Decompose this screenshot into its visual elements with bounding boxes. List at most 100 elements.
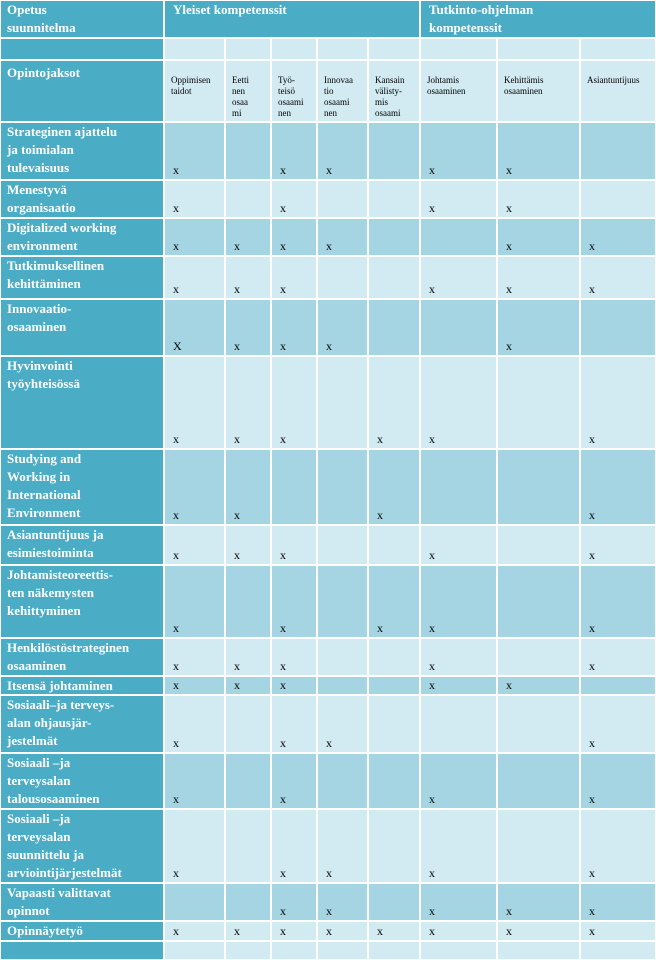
row-label: Hyvinvointi työyhteisössä xyxy=(0,356,164,449)
spacer xyxy=(317,941,368,960)
cell xyxy=(317,676,368,695)
cell: x xyxy=(420,638,497,676)
cell: X xyxy=(164,299,225,356)
cell: x xyxy=(497,122,580,180)
cell: x xyxy=(420,809,497,883)
cell xyxy=(368,809,420,883)
group-header: Yleiset kompetenssit xyxy=(164,0,420,38)
cell xyxy=(420,695,497,753)
column-header: Työ- teisö osaami nen xyxy=(271,60,317,122)
column-header: Oppimisen taidot xyxy=(164,60,225,122)
spacer xyxy=(0,38,164,60)
cell: x xyxy=(271,883,317,921)
cell: x xyxy=(420,356,497,449)
cell: x xyxy=(420,676,497,695)
cell: x xyxy=(164,218,225,256)
row-label: Henkilöstöstrateginen osaaminen xyxy=(0,638,164,676)
cell: x xyxy=(317,299,368,356)
cell: x xyxy=(497,218,580,256)
cell: x xyxy=(368,565,420,638)
cell: x xyxy=(420,525,497,565)
cell xyxy=(368,122,420,180)
cell: x xyxy=(497,299,580,356)
cell: x xyxy=(580,921,656,941)
cell: x xyxy=(317,122,368,180)
cell: x xyxy=(225,356,271,449)
cell: x xyxy=(420,921,497,941)
cell: x xyxy=(164,676,225,695)
cell: x xyxy=(271,695,317,753)
cell xyxy=(317,638,368,676)
cell xyxy=(420,299,497,356)
column-header: Asiantuntijuus xyxy=(580,60,656,122)
spacer xyxy=(271,941,317,960)
cell: x xyxy=(317,809,368,883)
cell xyxy=(317,256,368,299)
cell xyxy=(497,638,580,676)
cell: x xyxy=(271,809,317,883)
cell: x xyxy=(225,676,271,695)
cell: x xyxy=(271,299,317,356)
cell: x xyxy=(225,921,271,941)
cell: x xyxy=(164,638,225,676)
spacer xyxy=(317,38,368,60)
row-label: Vapaasti valittavat opinnot xyxy=(0,883,164,921)
cell xyxy=(317,180,368,218)
cell xyxy=(164,883,225,921)
cell: x xyxy=(271,180,317,218)
cell: x xyxy=(164,356,225,449)
cell: x xyxy=(164,449,225,525)
cell xyxy=(368,525,420,565)
cell: x xyxy=(164,565,225,638)
cell: x xyxy=(580,525,656,565)
group-header: Tutkinto-ohjelman kompetenssit xyxy=(420,0,656,38)
cell xyxy=(368,218,420,256)
cell xyxy=(225,565,271,638)
cell xyxy=(225,753,271,809)
cell: x xyxy=(580,638,656,676)
cell: x xyxy=(368,449,420,525)
cell: x xyxy=(580,218,656,256)
corner-label: Opintojaksot xyxy=(0,60,164,122)
cell xyxy=(497,449,580,525)
cell xyxy=(580,180,656,218)
spacer xyxy=(420,941,497,960)
spacer xyxy=(225,941,271,960)
cell: x xyxy=(164,180,225,218)
cell xyxy=(580,122,656,180)
column-header: Kansain välisty- mis osaami nen xyxy=(368,60,420,122)
spacer xyxy=(580,941,656,960)
cell: x xyxy=(497,180,580,218)
cell: x xyxy=(497,256,580,299)
cell: x xyxy=(420,883,497,921)
spacer xyxy=(164,941,225,960)
cell xyxy=(497,565,580,638)
cell xyxy=(225,883,271,921)
header-title: Opetus suunnitelma xyxy=(0,0,164,38)
row-label: Sosiaali –ja terveysalan talousosaaminen xyxy=(0,753,164,809)
cell xyxy=(497,809,580,883)
cell: x xyxy=(225,299,271,356)
cell xyxy=(497,695,580,753)
cell: x xyxy=(317,883,368,921)
row-label: Johtamisteoreettis- ten näkemysten kehit… xyxy=(0,565,164,638)
cell xyxy=(580,299,656,356)
cell xyxy=(497,753,580,809)
cell: x xyxy=(580,356,656,449)
cell: x xyxy=(368,356,420,449)
spacer xyxy=(0,941,164,960)
cell: x xyxy=(225,256,271,299)
cell: x xyxy=(271,921,317,941)
cell xyxy=(225,180,271,218)
column-header: Innovaa tio osaami nen xyxy=(317,60,368,122)
cell: x xyxy=(420,256,497,299)
cell: x xyxy=(271,256,317,299)
cell: x xyxy=(580,449,656,525)
cell: x xyxy=(420,180,497,218)
cell xyxy=(368,676,420,695)
cell: x xyxy=(368,921,420,941)
cell xyxy=(368,299,420,356)
cell: x xyxy=(225,218,271,256)
spacer xyxy=(368,38,420,60)
